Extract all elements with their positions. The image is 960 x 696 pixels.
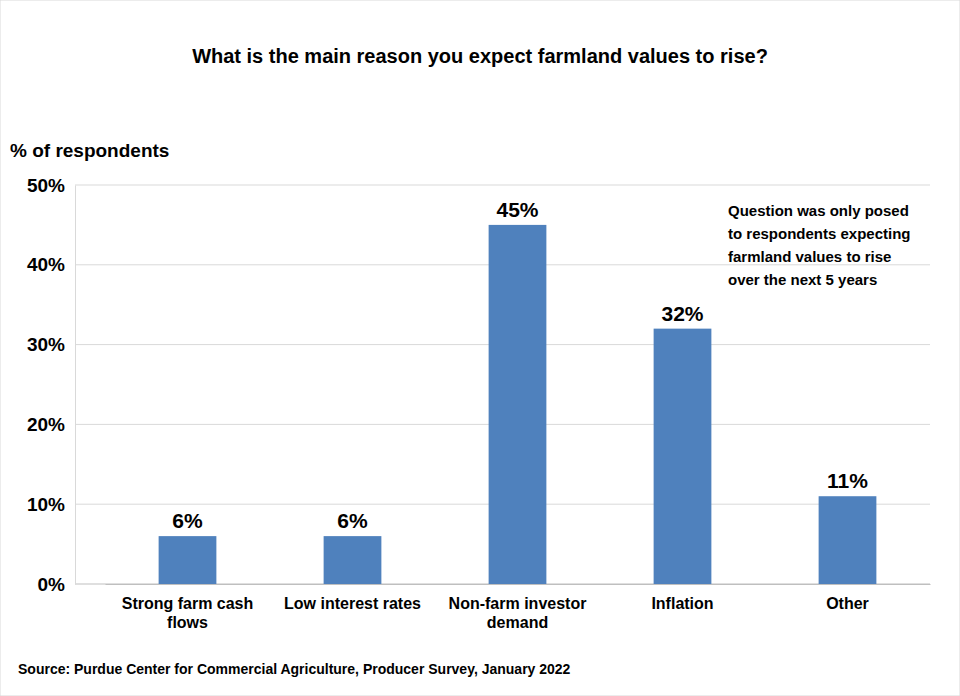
y-tick: 30% — [27, 334, 75, 355]
x-tick-label: Non-farm investordemand — [449, 595, 587, 630]
x-tick: Other — [826, 584, 869, 612]
annotation: Question was only posed to respondents ex… — [728, 202, 911, 288]
x-tick-label: Low interest rates — [284, 595, 421, 612]
y-tick: 20% — [27, 414, 75, 435]
y-tick-label: 40% — [27, 254, 65, 275]
bars — [159, 225, 877, 584]
y-tick-label: 10% — [27, 494, 65, 515]
data-label: 6% — [172, 509, 203, 532]
y-tick-label: 50% — [27, 175, 65, 196]
annotation-line: to respondents expecting — [728, 225, 911, 242]
x-tick-label: Strong farm cashflows — [122, 595, 254, 630]
annotation-line: Question was only posed — [728, 202, 909, 219]
data-label: 32% — [661, 302, 703, 325]
bar — [159, 536, 217, 584]
y-axis: 0% 10% 20% 30% 40% 50% — [27, 175, 76, 595]
annotation-line: over the next 5 years — [728, 271, 877, 288]
bar — [324, 536, 382, 584]
bar — [654, 329, 712, 584]
data-label: 45% — [496, 198, 538, 221]
y-axis-line — [75, 186, 76, 585]
x-tick: Inflation — [651, 584, 713, 612]
bar — [819, 496, 877, 584]
x-tick-label: Other — [826, 595, 869, 612]
y-axis-title: % of respondents — [10, 140, 169, 161]
x-tick: Non-farm investordemand — [449, 584, 587, 631]
data-label: 6% — [337, 509, 368, 532]
y-tick: 10% — [27, 494, 75, 515]
background — [0, 0, 960, 696]
y-tick: 50% — [27, 175, 75, 196]
title: What is the main reason you expect farml… — [192, 45, 768, 67]
annotation-line: farmland values to rise — [728, 248, 891, 265]
y-tick: 40% — [27, 254, 75, 275]
grid-line — [75, 185, 930, 186]
source: Source: Purdue Center for Commercial Agr… — [18, 661, 571, 677]
x-axis: Strong farm cashflows Low interest rates N… — [106, 584, 931, 631]
data-label: 11% — [827, 469, 868, 492]
y-tick-label: 20% — [27, 414, 65, 435]
y-tick-label: 30% — [27, 334, 65, 355]
bar — [489, 225, 547, 584]
x-axis-line — [106, 584, 931, 585]
x-tick: Strong farm cashflows — [122, 584, 254, 631]
y-tick-label: 0% — [38, 574, 66, 595]
y-tick: 0% — [38, 574, 75, 595]
grid — [75, 185, 930, 584]
x-tick-label: Inflation — [651, 595, 713, 612]
x-tick: Low interest rates — [284, 584, 421, 612]
